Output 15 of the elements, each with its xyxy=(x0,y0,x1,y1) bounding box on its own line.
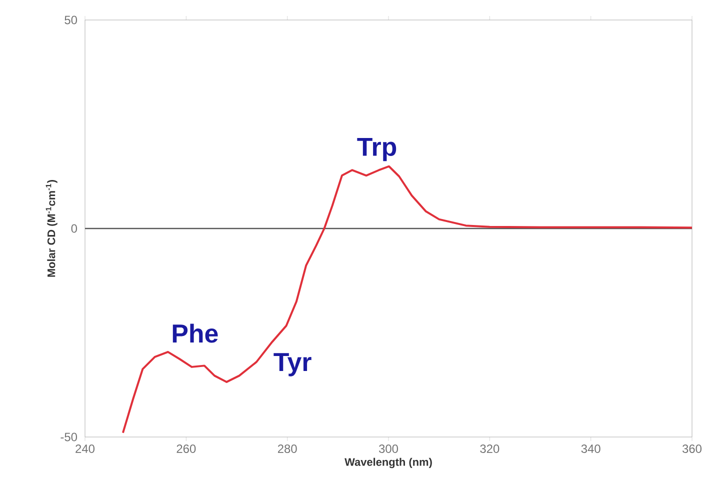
y-axis-title: Molar CD (M$^{-1}$cm$^{-1}$) xyxy=(46,180,58,277)
y-tick-label: 50 xyxy=(64,16,78,24)
x-tick-label: 340 xyxy=(581,444,600,453)
x-tick-label: 360 xyxy=(682,444,702,453)
annotation: Phe xyxy=(172,324,218,343)
x-tick-label: 240 xyxy=(76,444,95,453)
x-tick-label: 300 xyxy=(378,444,398,453)
annotation: Trp xyxy=(357,138,396,162)
x-tick-label: 320 xyxy=(480,444,500,453)
y-tick-label: -50 xyxy=(60,432,78,442)
y-tick-label: 0 xyxy=(71,224,78,233)
x-tick-label: 280 xyxy=(278,444,297,453)
annotation: Tyr xyxy=(274,353,312,376)
x-tick-label: 260 xyxy=(176,444,196,453)
x-axis-title: Wavelength (nm) xyxy=(344,458,432,468)
